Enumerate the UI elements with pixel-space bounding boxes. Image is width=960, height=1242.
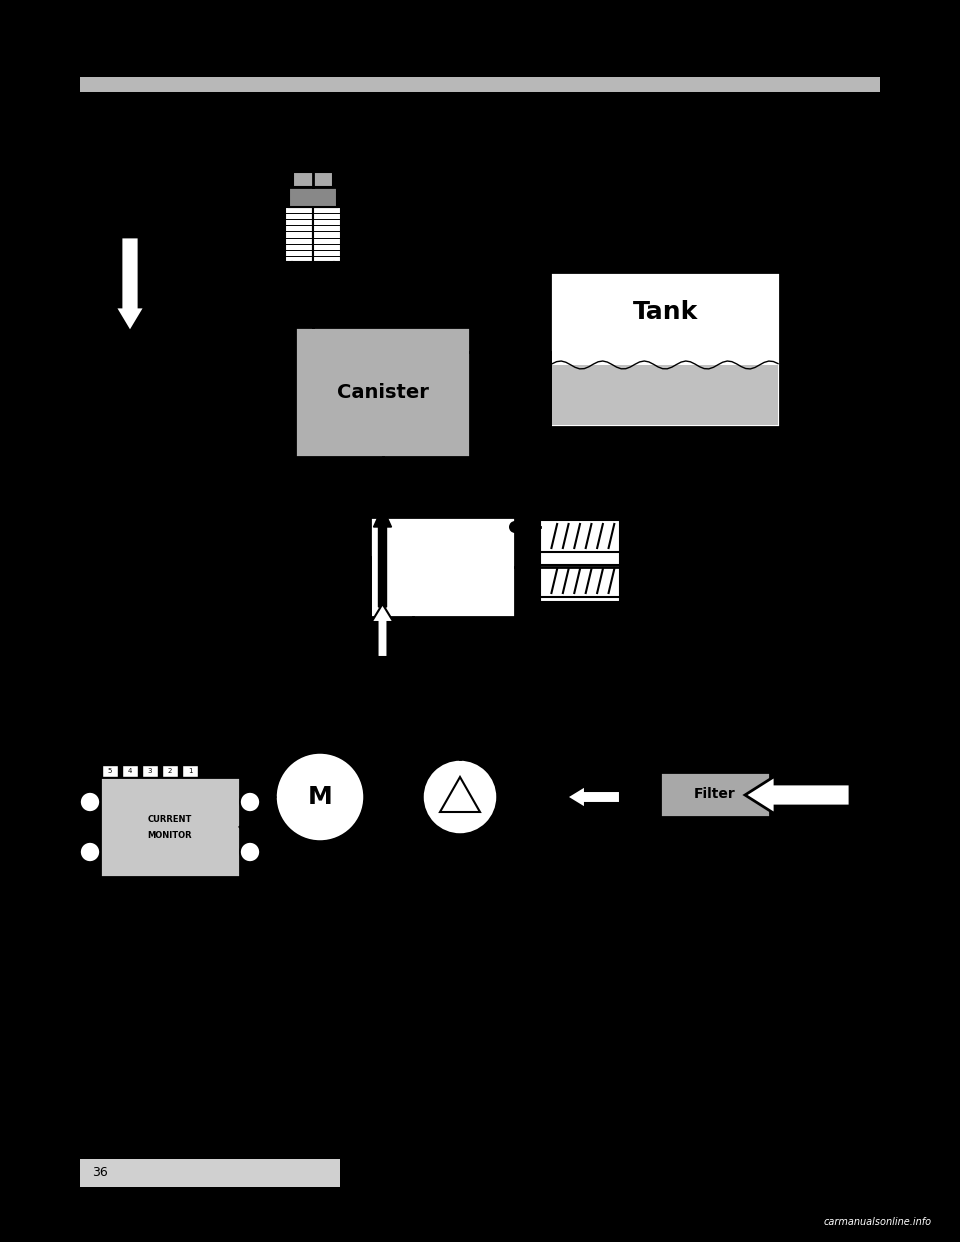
Text: Valve: Valve	[410, 505, 446, 518]
Text: MONITOR: MONITOR	[148, 831, 192, 840]
Bar	[552, 365, 778, 425]
Text: the change over valve. This allows the stored pressure to vent thorough the char: the change over valve. This allows the s…	[88, 915, 622, 928]
Text: Once the test is concluded, the ECM stops the pump motor and immediately de-ener: Once the test is concluded, the ECM stop…	[88, 902, 622, 915]
Bar	[162, 765, 178, 777]
Bar	[550, 272, 780, 427]
Bar	[293, 171, 333, 188]
Bar	[122, 765, 138, 777]
Text: Canister: Canister	[337, 383, 428, 401]
Text: The ECM energizes the Change Over Valve allowing the pressurized air to enter th: The ECM energizes the Change Over Valve …	[88, 122, 636, 135]
FancyArrow shape	[115, 237, 145, 332]
Text: +: +	[482, 432, 498, 452]
Text: Plate: Plate	[90, 183, 124, 195]
Bar	[142, 765, 158, 777]
Text: Valve: Valve	[290, 183, 326, 195]
Text: +: +	[269, 432, 285, 452]
Bar	[254, 537, 266, 578]
Circle shape	[80, 842, 100, 862]
Text: Motor LDP: Motor LDP	[600, 505, 669, 518]
Bar	[540, 565, 620, 597]
FancyArrow shape	[567, 786, 620, 809]
Text: 0.5mm: 0.5mm	[180, 546, 217, 556]
Text: Pump: Pump	[440, 857, 480, 869]
Text: with the stored reference measurement over a duration of time.: with the stored reference measurement ov…	[88, 148, 468, 161]
Text: 1: 1	[188, 768, 192, 774]
Bar	[240, 537, 252, 578]
Text: tem through the Charcoal Canister,  The ECM monitors the current flow and compar: tem through the Charcoal Canister, The E…	[88, 135, 611, 148]
Text: Orifice: Orifice	[180, 571, 214, 581]
Bar	[80, 77, 880, 92]
Circle shape	[509, 520, 521, 533]
Text: Throttle: Throttle	[90, 169, 144, 183]
Bar	[80, 1159, 340, 1187]
Bar	[370, 517, 515, 617]
Text: 36: 36	[92, 1166, 108, 1180]
Text: carmanualsonline.info: carmanualsonline.info	[823, 1217, 931, 1227]
Text: CURRENT: CURRENT	[148, 815, 192, 823]
Text: Change-Over: Change-Over	[410, 492, 496, 505]
Circle shape	[275, 751, 365, 842]
Text: PHASE 2 -  LEAK DETECTION: PHASE 2 - LEAK DETECTION	[88, 106, 308, 119]
Text: M: M	[307, 785, 332, 809]
Text: Reference: Reference	[180, 559, 232, 569]
Text: 4: 4	[128, 768, 132, 774]
Bar	[313, 207, 341, 262]
Bar	[540, 520, 620, 551]
Text: 3: 3	[148, 768, 153, 774]
Circle shape	[240, 842, 260, 862]
Circle shape	[422, 759, 498, 835]
Bar	[182, 765, 198, 777]
Bar	[540, 520, 620, 602]
Bar	[289, 188, 337, 207]
Polygon shape	[440, 777, 480, 812]
FancyArrow shape	[373, 507, 392, 607]
Polygon shape	[780, 242, 840, 337]
Circle shape	[240, 792, 260, 812]
Bar	[660, 773, 770, 817]
Text: Electric: Electric	[600, 492, 650, 505]
Text: ister trapping  hydrocarbon vapor and venting air to atmosphere through the filt: ister trapping hydrocarbon vapor and ven…	[88, 928, 581, 941]
Text: Fresh Air: Fresh Air	[790, 787, 857, 800]
Bar	[285, 207, 313, 262]
Text: Purge: Purge	[290, 169, 329, 183]
FancyArrow shape	[745, 776, 850, 814]
Text: Tank: Tank	[633, 301, 698, 324]
Text: Filter: Filter	[694, 787, 736, 801]
Bar	[235, 507, 780, 877]
Text: 5: 5	[108, 768, 112, 774]
Text: 2: 2	[168, 768, 172, 774]
Bar	[102, 765, 118, 777]
Circle shape	[80, 792, 100, 812]
Bar	[100, 777, 240, 877]
FancyArrow shape	[372, 604, 394, 657]
Text: Engine: Engine	[90, 287, 141, 301]
Bar	[295, 327, 470, 457]
